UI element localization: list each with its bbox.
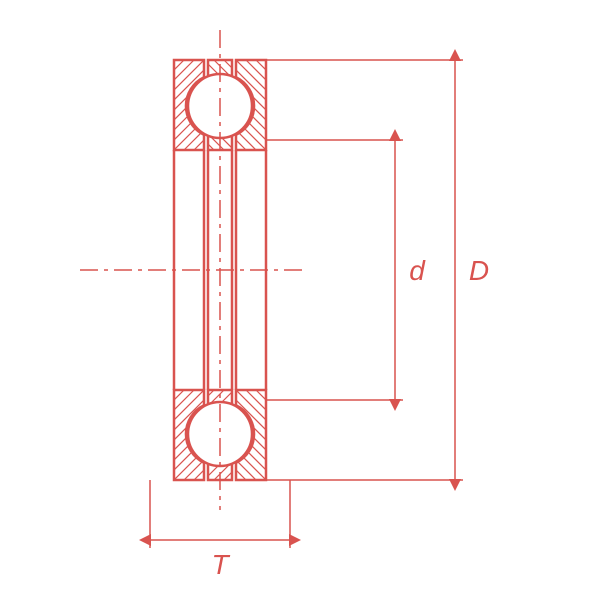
bearing-cross-section-diagram: Td D bbox=[0, 0, 600, 600]
dimension-label-d: d bbox=[409, 255, 426, 286]
dimension-label-T: T bbox=[211, 549, 230, 580]
hatched-section bbox=[116, 60, 436, 150]
hatched-section bbox=[116, 390, 436, 480]
dimension-label-D: D bbox=[469, 255, 489, 286]
